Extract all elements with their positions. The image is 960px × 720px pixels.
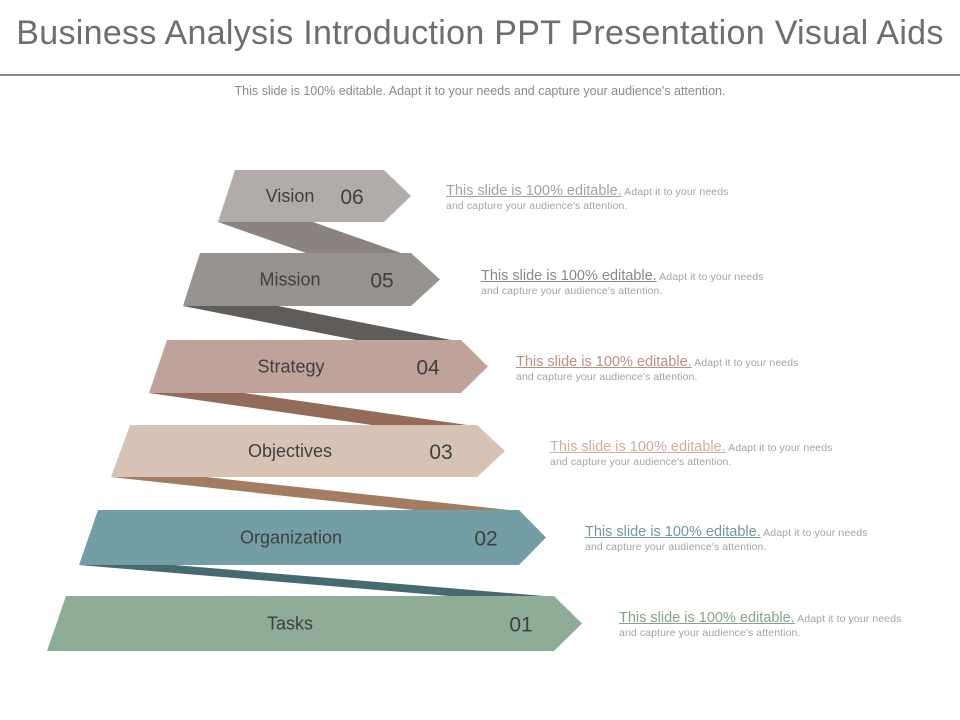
step-description: This slide is 100% editable. Adapt it to… xyxy=(446,184,746,213)
title-divider xyxy=(0,74,960,76)
step-organization: Organization 02 xyxy=(79,510,546,565)
step-description-lead: This slide is 100% editable. xyxy=(550,439,726,455)
step-objectives: Objectives 03 xyxy=(111,425,505,477)
step-number: 03 xyxy=(429,441,452,464)
connector-objectives xyxy=(111,477,509,510)
step-number: 06 xyxy=(340,186,363,209)
step-vision: Vision 06 xyxy=(218,170,411,222)
step-tasks: Tasks 01 xyxy=(47,596,582,651)
step-description-text: Adapt it to your needs and capture your … xyxy=(446,186,729,212)
step-description: This slide is 100% editable. Adapt it to… xyxy=(516,355,816,384)
step-description-text: Adapt it to your needs and capture your … xyxy=(619,613,902,639)
connector-vision xyxy=(218,222,401,253)
step-description-text: Adapt it to your needs and capture your … xyxy=(516,357,799,383)
step-description-text: Adapt it to your needs and capture your … xyxy=(550,442,833,468)
step-description: This slide is 100% editable. Adapt it to… xyxy=(481,269,781,298)
step-number: 05 xyxy=(370,270,393,293)
connector-strategy xyxy=(149,393,467,425)
step-band xyxy=(79,510,546,565)
connector-organization xyxy=(79,565,544,596)
step-mission: Mission 05 xyxy=(183,253,440,306)
step-number: 01 xyxy=(509,614,532,637)
step-band xyxy=(183,253,440,306)
connector-mission xyxy=(183,306,451,340)
step-label: Objectives xyxy=(248,441,332,461)
step-strategy: Strategy 04 xyxy=(149,340,488,393)
step-description-lead: This slide is 100% editable. xyxy=(446,183,622,199)
step-description: This slide is 100% editable. Adapt it to… xyxy=(550,440,850,469)
step-label: Tasks xyxy=(267,614,313,634)
step-band xyxy=(149,340,488,393)
step-description-text: Adapt it to your needs and capture your … xyxy=(585,527,868,553)
step-label: Strategy xyxy=(257,357,324,377)
step-band xyxy=(47,596,582,651)
step-label: Mission xyxy=(259,270,320,290)
step-band xyxy=(111,425,505,477)
slide-title: Business Analysis Introduction PPT Prese… xyxy=(16,14,944,52)
step-label: Vision xyxy=(266,186,315,206)
step-label: Organization xyxy=(240,528,342,548)
step-band xyxy=(218,170,411,222)
slide-subtitle: This slide is 100% editable. Adapt it to… xyxy=(234,84,726,98)
step-description-lead: This slide is 100% editable. xyxy=(481,268,657,284)
step-number: 04 xyxy=(416,357,440,380)
step-description: This slide is 100% editable. Adapt it to… xyxy=(585,525,885,554)
step-description-lead: This slide is 100% editable. xyxy=(516,354,692,370)
step-description-lead: This slide is 100% editable. xyxy=(585,524,761,540)
step-description: This slide is 100% editable. Adapt it to… xyxy=(619,611,919,640)
step-description-text: Adapt it to your needs and capture your … xyxy=(481,271,764,297)
step-description-lead: This slide is 100% editable. xyxy=(619,610,795,626)
step-number: 02 xyxy=(474,528,497,551)
